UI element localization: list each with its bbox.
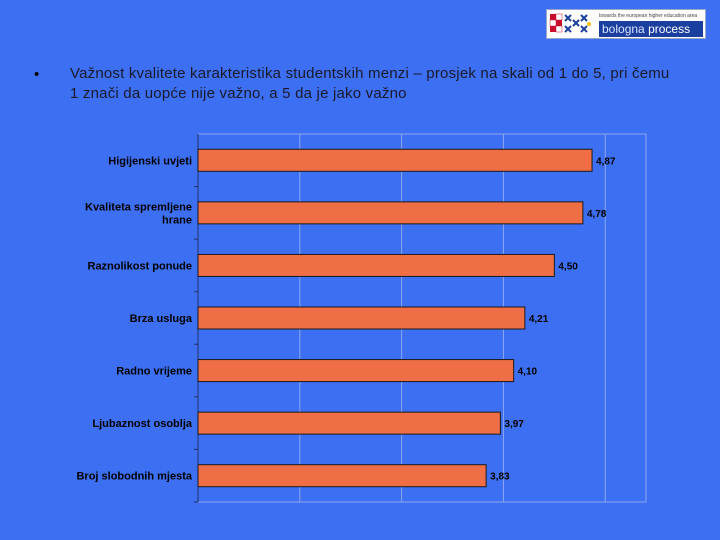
bar (197, 359, 515, 383)
category-label-line: Raznolikost ponude (88, 260, 193, 272)
bar-value-label: 4,50 (558, 261, 578, 272)
bar-value-label: 4,78 (587, 209, 607, 220)
bullet-symbol: • (34, 66, 40, 83)
category-label-line: hrane (162, 214, 192, 226)
category-label-line: Ljubaznost osoblja (92, 418, 192, 430)
bullet-text: Važnost kvalitete karakteristika student… (70, 65, 670, 102)
category-label-line: Broj slobodnih mjesta (76, 471, 192, 483)
bar-value-label: 3,83 (490, 472, 510, 483)
category-label: Brza usluga (130, 313, 193, 325)
logo-mark-icon (549, 12, 593, 36)
category-label-line: Higijenski uvjeti (108, 155, 192, 167)
category-label: Raznolikost ponude (88, 260, 193, 272)
logo-tagline: towards the european higher education ar… (599, 13, 698, 19)
bar-chart: 4,87 Higijenski uvjeti 4,78 Kvaliteta sprem… (76, 133, 647, 503)
bar (197, 306, 526, 330)
bar (197, 464, 487, 488)
bar-value-label: 4,87 (596, 156, 616, 167)
bar-value-label: 4,10 (518, 367, 538, 378)
logo-wordmark-part2: process (648, 22, 691, 36)
bar (197, 253, 555, 277)
bar-value-label: 3,97 (504, 419, 524, 430)
category-label: Broj slobodnih mjesta (76, 471, 192, 483)
category-label: Radno vrijeme (116, 366, 192, 378)
category-label: Ljubaznost osoblja (92, 418, 192, 430)
logo-wordmark-part1: bologna (602, 22, 645, 36)
category-label-line: Kvaliteta spremljene (85, 201, 192, 213)
bar (197, 201, 584, 225)
category-label: Higijenski uvjeti (108, 155, 192, 167)
bar-value-label: 4,21 (529, 314, 549, 325)
category-label-line: Brza usluga (130, 313, 193, 325)
bar (197, 148, 593, 172)
category-label-line: Radno vrijeme (116, 366, 192, 378)
logo-wordmark: bologna process (599, 21, 703, 37)
category-label: Kvaliteta spremljene hrane (85, 201, 192, 226)
bar (197, 411, 501, 435)
bologna-process-logo: towards the european higher education ar… (546, 9, 706, 39)
